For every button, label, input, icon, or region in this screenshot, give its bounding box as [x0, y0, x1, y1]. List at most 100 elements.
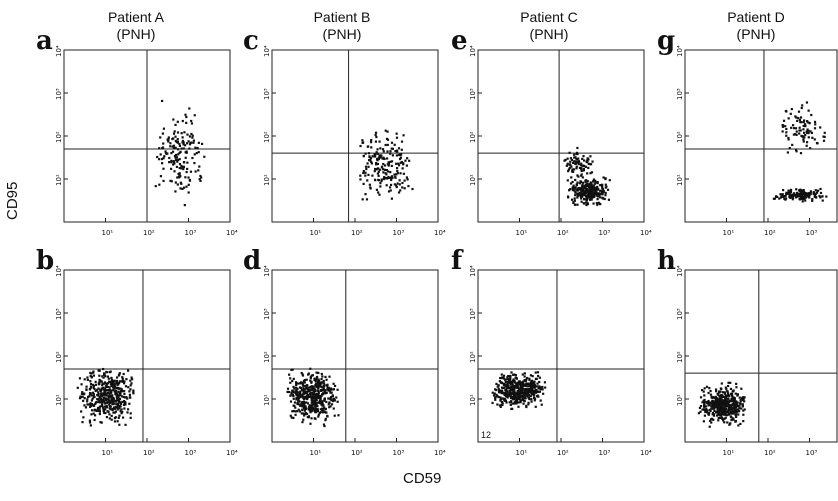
data-point	[100, 380, 103, 383]
data-point	[188, 147, 191, 150]
data-point	[393, 183, 396, 186]
data-point	[706, 411, 709, 414]
data-point	[536, 371, 540, 374]
data-point	[323, 410, 326, 413]
data-point	[319, 396, 322, 399]
data-point	[506, 381, 509, 384]
data-point	[572, 168, 576, 171]
data-point	[324, 407, 327, 411]
data-point	[377, 167, 380, 170]
data-point	[743, 408, 746, 411]
data-point	[88, 391, 92, 395]
data-point	[513, 402, 516, 405]
data-point	[801, 189, 804, 192]
data-point	[118, 372, 121, 375]
data-point	[178, 142, 181, 146]
data-point	[512, 379, 515, 382]
data-point	[728, 422, 732, 425]
data-point	[384, 129, 387, 132]
data-point	[565, 164, 568, 167]
data-point	[191, 156, 194, 160]
data-point	[154, 185, 157, 188]
data-point	[116, 398, 119, 402]
data-point	[513, 385, 517, 388]
data-point	[289, 394, 292, 397]
data-point	[199, 179, 202, 182]
data-point	[587, 189, 590, 193]
data-point	[797, 110, 801, 113]
data-point	[785, 192, 788, 196]
data-point	[295, 383, 298, 386]
data-point	[365, 198, 369, 201]
data-point	[286, 387, 290, 390]
data-point	[593, 180, 596, 183]
data-point	[570, 198, 574, 201]
data-point	[291, 379, 294, 383]
data-point	[296, 410, 299, 413]
data-point	[733, 408, 736, 411]
data-point	[170, 180, 173, 183]
data-point	[794, 193, 797, 197]
data-point	[187, 140, 190, 143]
data-point	[329, 405, 332, 408]
data-point	[738, 405, 741, 408]
data-point	[580, 162, 583, 165]
data-point	[376, 152, 379, 155]
data-point	[406, 157, 409, 160]
data-point	[301, 405, 304, 408]
data-point	[491, 391, 494, 394]
data-point	[323, 406, 326, 409]
data-point	[589, 188, 592, 192]
data-point	[535, 391, 538, 394]
data-point	[377, 156, 381, 159]
data-point	[121, 389, 124, 393]
data-point	[802, 195, 805, 199]
data-point	[307, 407, 310, 410]
data-point	[115, 403, 118, 406]
data-point	[307, 373, 310, 376]
data-point	[387, 170, 390, 173]
data-point	[503, 393, 506, 397]
data-point	[168, 156, 171, 160]
data-point	[114, 405, 117, 409]
data-point	[377, 158, 380, 161]
data-point	[593, 183, 596, 186]
column-header-b: Patient B (PNH)	[262, 9, 422, 43]
x-tick-label: 10⁴	[434, 449, 446, 457]
data-point	[118, 380, 121, 383]
plot-frame	[477, 269, 645, 443]
data-point	[724, 396, 727, 400]
data-point	[90, 372, 93, 375]
data-point	[188, 135, 192, 138]
data-point	[314, 382, 318, 385]
data-point	[811, 198, 814, 201]
data-point	[602, 189, 605, 192]
data-point	[739, 422, 742, 426]
data-point	[103, 405, 107, 408]
data-point	[286, 390, 289, 394]
data-point	[185, 151, 188, 154]
data-point	[123, 402, 126, 406]
data-point	[326, 386, 329, 389]
data-point	[184, 151, 187, 154]
data-point	[187, 176, 190, 179]
data-point	[377, 174, 380, 177]
data-point	[118, 392, 121, 395]
data-point	[111, 401, 115, 404]
data-point	[387, 161, 390, 164]
data-point	[312, 408, 316, 411]
data-point	[314, 393, 317, 397]
data-point	[186, 167, 189, 171]
x-tick-label: 10³	[393, 449, 405, 457]
data-point	[814, 192, 818, 195]
data-point	[174, 190, 177, 193]
data-point	[573, 197, 576, 200]
data-point	[704, 410, 707, 414]
data-point	[717, 393, 720, 397]
data-point	[540, 387, 543, 391]
x-tick-label: 10³	[806, 449, 818, 457]
data-point	[531, 380, 534, 383]
data-point	[79, 396, 82, 399]
data-point	[318, 394, 322, 398]
data-point	[179, 175, 182, 178]
